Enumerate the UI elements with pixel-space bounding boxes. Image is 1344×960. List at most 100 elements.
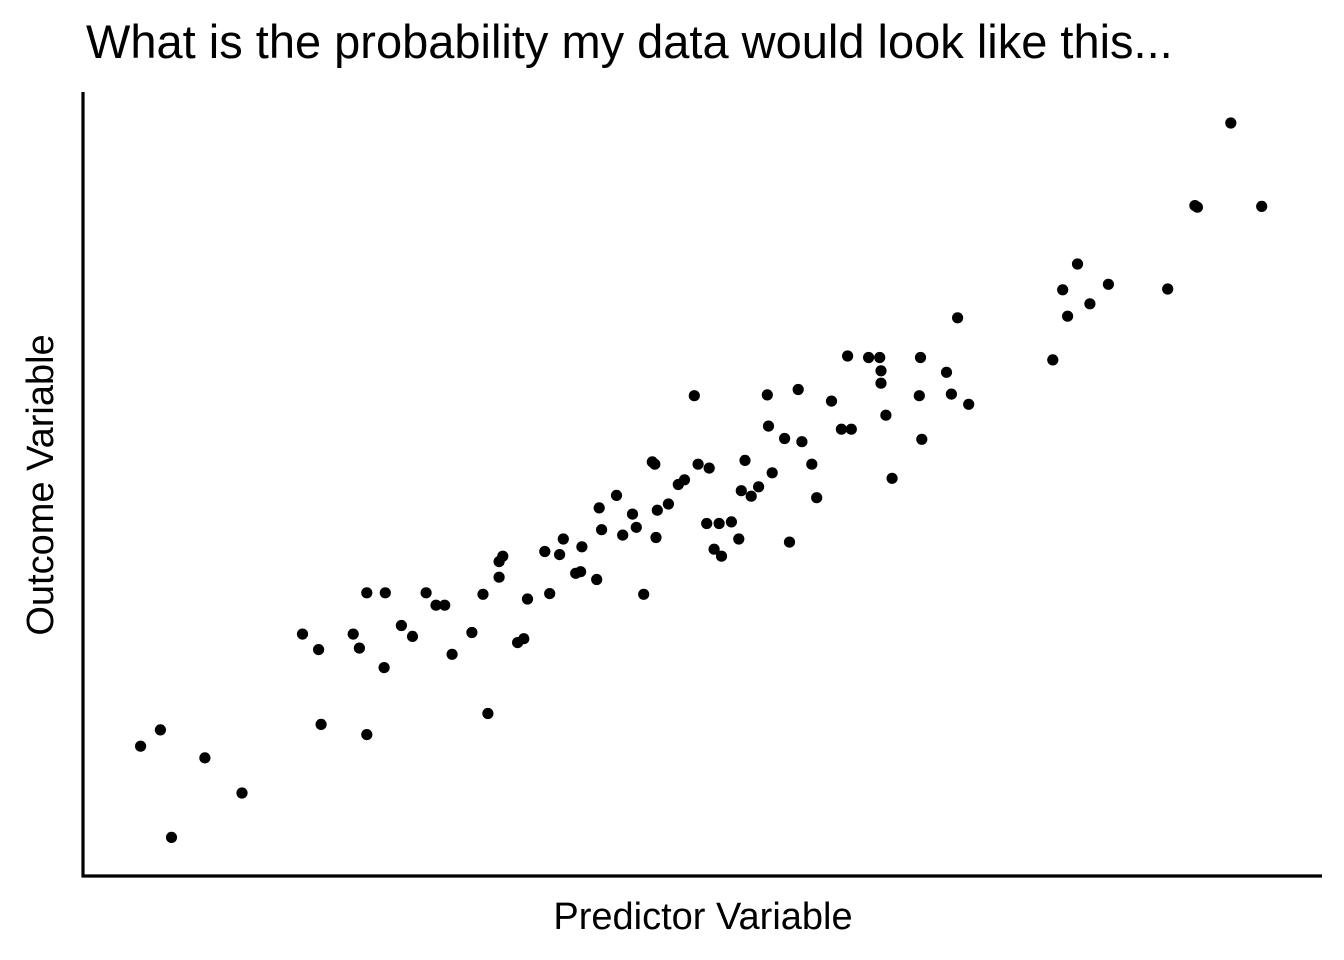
data-point-42 <box>626 508 639 520</box>
data-point-15 <box>395 619 407 632</box>
data-point-63 <box>745 490 757 502</box>
data-point-84 <box>913 390 925 402</box>
data-point-75 <box>835 423 848 435</box>
data-point-41 <box>617 529 629 541</box>
data-point-65 <box>761 389 773 401</box>
data-point-17 <box>420 587 432 599</box>
data-point-44 <box>638 588 650 600</box>
data-point-67 <box>766 467 778 479</box>
data-point-23 <box>482 707 494 720</box>
data-point-40 <box>610 489 623 501</box>
data-point-53 <box>692 458 704 470</box>
data-point-48 <box>651 504 663 516</box>
data-point-54 <box>701 517 713 530</box>
x-axis-label: Predictor Variable <box>553 896 852 938</box>
data-point-58 <box>715 550 728 562</box>
data-point-55 <box>703 462 715 474</box>
data-point-80 <box>875 365 887 377</box>
data-point-88 <box>945 388 958 400</box>
chart-title: What is the probability my data would lo… <box>86 15 1173 68</box>
data-point-37 <box>591 573 603 586</box>
data-point-82 <box>880 409 892 421</box>
data-point-39 <box>596 524 608 536</box>
data-points <box>135 117 1268 844</box>
data-point-59 <box>725 516 738 528</box>
data-point-57 <box>713 517 725 530</box>
data-point-6 <box>296 628 309 640</box>
data-point-35 <box>575 566 587 578</box>
data-point-19 <box>439 599 451 611</box>
data-point-61 <box>735 485 747 497</box>
data-point-25 <box>493 571 505 583</box>
data-point-13 <box>378 662 390 674</box>
data-point-49 <box>662 498 675 510</box>
data-point-74 <box>825 395 838 407</box>
data-point-97 <box>1162 283 1174 295</box>
data-point-26 <box>497 550 509 562</box>
data-point-64 <box>753 481 765 493</box>
data-point-92 <box>1057 284 1069 296</box>
data-point-2 <box>154 724 166 736</box>
data-point-62 <box>739 454 751 466</box>
data-point-86 <box>916 433 928 445</box>
data-point-68 <box>779 432 791 445</box>
data-point-71 <box>796 436 808 448</box>
data-point-77 <box>845 423 857 435</box>
data-point-30 <box>539 545 551 558</box>
data-point-36 <box>576 541 588 553</box>
data-point-87 <box>940 366 953 378</box>
data-point-99 <box>1191 201 1203 213</box>
data-point-70 <box>792 383 804 396</box>
data-point-12 <box>361 729 373 741</box>
data-point-95 <box>1084 298 1096 310</box>
data-point-8 <box>315 718 327 731</box>
data-point-16 <box>406 630 419 643</box>
data-point-14 <box>379 587 391 599</box>
data-point-43 <box>630 521 642 533</box>
data-point-101 <box>1256 200 1268 212</box>
data-point-66 <box>762 420 775 432</box>
data-point-33 <box>557 533 569 545</box>
data-point-69 <box>783 536 796 548</box>
data-point-72 <box>806 458 818 470</box>
data-point-21 <box>466 626 478 639</box>
y-axis-label: Outcome Variable <box>20 334 62 635</box>
data-point-4 <box>199 752 211 764</box>
data-point-47 <box>650 531 662 544</box>
data-point-96 <box>1102 278 1114 290</box>
data-point-85 <box>914 351 927 364</box>
data-point-73 <box>811 492 823 504</box>
data-point-9 <box>347 628 359 640</box>
data-point-22 <box>477 588 489 600</box>
data-point-5 <box>236 787 248 799</box>
data-point-29 <box>521 593 534 605</box>
data-point-76 <box>842 350 854 362</box>
data-point-93 <box>1062 310 1074 322</box>
data-point-3 <box>165 831 178 844</box>
data-point-89 <box>952 312 964 324</box>
data-point-1 <box>135 740 147 752</box>
data-point-100 <box>1225 117 1237 129</box>
data-point-31 <box>544 588 556 600</box>
data-point-20 <box>446 648 458 660</box>
data-point-81 <box>875 377 887 389</box>
data-point-90 <box>963 398 975 410</box>
data-point-51 <box>678 474 691 486</box>
data-point-28 <box>518 633 530 645</box>
data-point-18 <box>430 599 442 611</box>
data-point-11 <box>361 587 373 599</box>
data-point-52 <box>688 390 700 402</box>
data-point-94 <box>1071 258 1084 270</box>
data-point-79 <box>874 351 886 364</box>
data-point-56 <box>708 543 720 555</box>
data-point-32 <box>554 549 566 561</box>
data-point-78 <box>863 351 875 364</box>
data-point-10 <box>353 642 365 654</box>
data-point-46 <box>649 458 661 470</box>
data-point-38 <box>593 502 605 514</box>
data-point-60 <box>733 533 745 545</box>
data-point-83 <box>886 472 898 484</box>
data-point-91 <box>1047 354 1059 366</box>
data-point-7 <box>313 644 325 656</box>
